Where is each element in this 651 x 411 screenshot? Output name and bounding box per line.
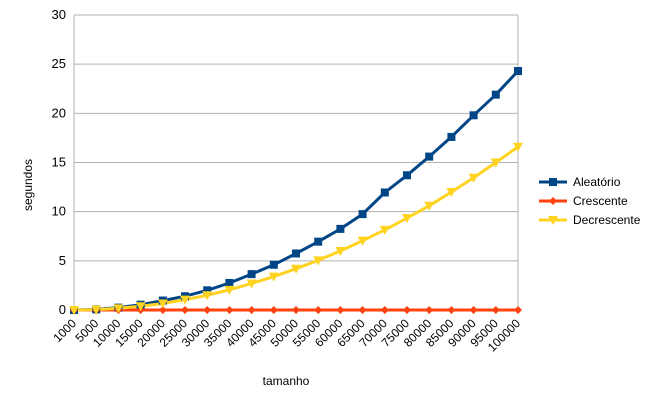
data-point	[469, 306, 478, 314]
y-tick-label: 0	[59, 302, 66, 317]
data-point	[246, 279, 257, 289]
data-point	[358, 306, 367, 314]
y-tick-label: 25	[52, 56, 66, 71]
data-point	[225, 306, 234, 314]
legend-label: Crescente	[573, 194, 628, 208]
data-point	[336, 224, 345, 233]
data-point	[203, 286, 212, 295]
data-point	[336, 306, 345, 314]
legend-marker	[549, 178, 557, 186]
data-point	[268, 272, 279, 282]
data-point	[113, 304, 124, 314]
data-point	[269, 306, 278, 314]
y-tick-label: 5	[59, 253, 66, 268]
data-point	[135, 302, 146, 312]
y-tick-label: 30	[52, 7, 66, 22]
data-point	[468, 173, 479, 183]
legend-label: Decrescente	[573, 213, 641, 227]
data-point	[91, 305, 102, 315]
data-point	[425, 306, 434, 314]
data-point	[469, 111, 478, 120]
data-point	[314, 306, 323, 314]
data-point	[314, 237, 323, 246]
data-point	[181, 306, 189, 314]
data-point	[313, 256, 324, 266]
data-point	[180, 295, 190, 305]
y-axis-title: segundos	[21, 159, 35, 211]
data-point	[446, 188, 457, 197]
data-point	[291, 264, 301, 274]
data-point	[514, 306, 522, 314]
data-point	[357, 236, 368, 246]
data-point	[292, 306, 300, 314]
data-point	[224, 285, 235, 295]
data-point	[402, 214, 412, 224]
legend: Aleatório Crescente Decrescente	[539, 175, 641, 227]
data-point	[447, 132, 456, 141]
data-point	[269, 260, 278, 269]
x-tick-labels: 1000500010000150002000025000300003500040…	[50, 316, 523, 354]
data-point	[69, 306, 79, 315]
data-point	[491, 306, 500, 314]
legend-marker	[549, 197, 557, 205]
legend-label: Aleatório	[573, 175, 621, 189]
data-point	[203, 306, 212, 314]
data-point	[403, 171, 411, 180]
y-tick-label: 20	[52, 105, 66, 120]
data-point	[490, 158, 501, 168]
data-markers	[69, 67, 523, 315]
y-tick-label: 15	[52, 155, 66, 170]
data-point	[225, 278, 234, 287]
data-point	[514, 67, 522, 76]
x-axis-title: tamanho	[263, 374, 310, 388]
legend-marker	[548, 216, 558, 225]
data-point	[513, 142, 523, 152]
gridlines	[74, 14, 518, 311]
data-point	[424, 201, 435, 211]
series-line-decrescente	[73, 145, 519, 312]
data-point	[425, 152, 434, 161]
data-point	[379, 225, 390, 235]
data-point	[447, 306, 456, 314]
data-point	[247, 306, 256, 314]
data-point	[403, 306, 411, 314]
y-tick-label: 10	[52, 204, 66, 219]
data-point	[380, 306, 389, 314]
data-point	[358, 210, 367, 219]
x-tick-label: 1000	[50, 316, 79, 345]
data-point	[491, 90, 500, 99]
data-point	[158, 306, 167, 314]
y-tick-labels: 0 5 10 15 20 25 30	[52, 7, 66, 317]
data-point	[157, 299, 168, 309]
data-point	[292, 249, 300, 258]
data-point	[335, 247, 346, 256]
data-point	[202, 291, 213, 301]
data-point	[247, 270, 256, 279]
data-point	[380, 188, 389, 197]
